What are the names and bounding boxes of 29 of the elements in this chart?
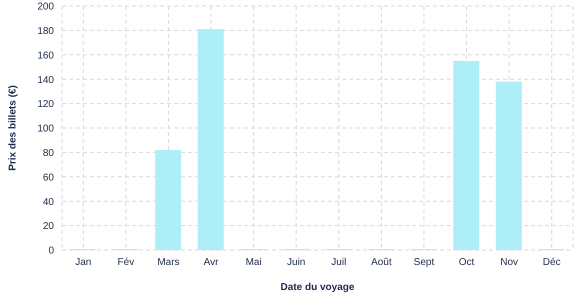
- x-tick-label: Avr: [204, 257, 220, 268]
- y-tick-label: 100: [37, 124, 54, 135]
- y-tick-label: 200: [37, 2, 54, 13]
- x-tick-label: Jan: [75, 257, 92, 268]
- y-tick-label: 60: [42, 172, 54, 184]
- y-tick-label: 80: [42, 148, 54, 159]
- bar: [198, 29, 224, 250]
- x-tick-label: Fév: [118, 257, 134, 268]
- x-tick-label: Oct: [458, 257, 475, 268]
- y-tick-label: 140: [37, 74, 54, 86]
- bar: [453, 60, 480, 250]
- y-tick-label: 20: [42, 221, 54, 232]
- y-axis-title: Prix des billets (€): [8, 85, 19, 171]
- x-tick-label: Sept: [414, 257, 434, 268]
- y-tick-label: 180: [37, 26, 54, 37]
- x-tick-label: Juin: [287, 257, 306, 268]
- bar: [155, 150, 182, 250]
- y-tick-label: 40: [42, 196, 54, 208]
- x-tick-label: Mars: [157, 257, 180, 268]
- x-tick-label: Déc: [542, 257, 561, 268]
- y-tick-label: 0: [48, 246, 54, 257]
- y-tick-label: 120: [37, 99, 54, 110]
- y-tick-label: 160: [37, 50, 54, 62]
- bar: [496, 82, 522, 250]
- x-tick-label: Août: [371, 257, 392, 268]
- x-tick-label: Mai: [246, 257, 262, 268]
- x-tick-label: Juil: [331, 257, 346, 268]
- x-axis-title: Date du voyage: [280, 282, 355, 293]
- x-tick-label: Nov: [500, 257, 518, 268]
